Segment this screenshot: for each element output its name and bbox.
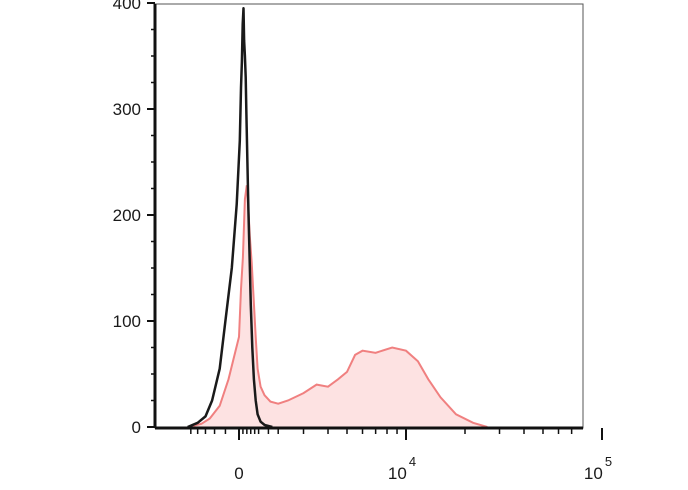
x-axis: 0104105106 [190,428,612,483]
y-tick-label: 100 [113,312,141,331]
series-0-area [187,185,488,427]
x-tick-exponent: 5 [605,454,612,469]
series-0-outline [187,185,488,428]
x-tick-exponent: 4 [409,454,416,469]
y-tick-label: 200 [113,206,141,225]
x-tick-label: 105 [584,454,612,483]
x-tick-label: 104 [388,454,416,483]
x-tick-label: 0 [234,464,243,483]
y-tick-label: 0 [132,418,141,437]
y-axis: 0 100 200 300 400 [113,0,155,437]
series-1-line [187,7,273,429]
y-tick-label: 300 [113,100,141,119]
y-tick-label: 400 [113,0,141,13]
series-layer [187,7,488,429]
